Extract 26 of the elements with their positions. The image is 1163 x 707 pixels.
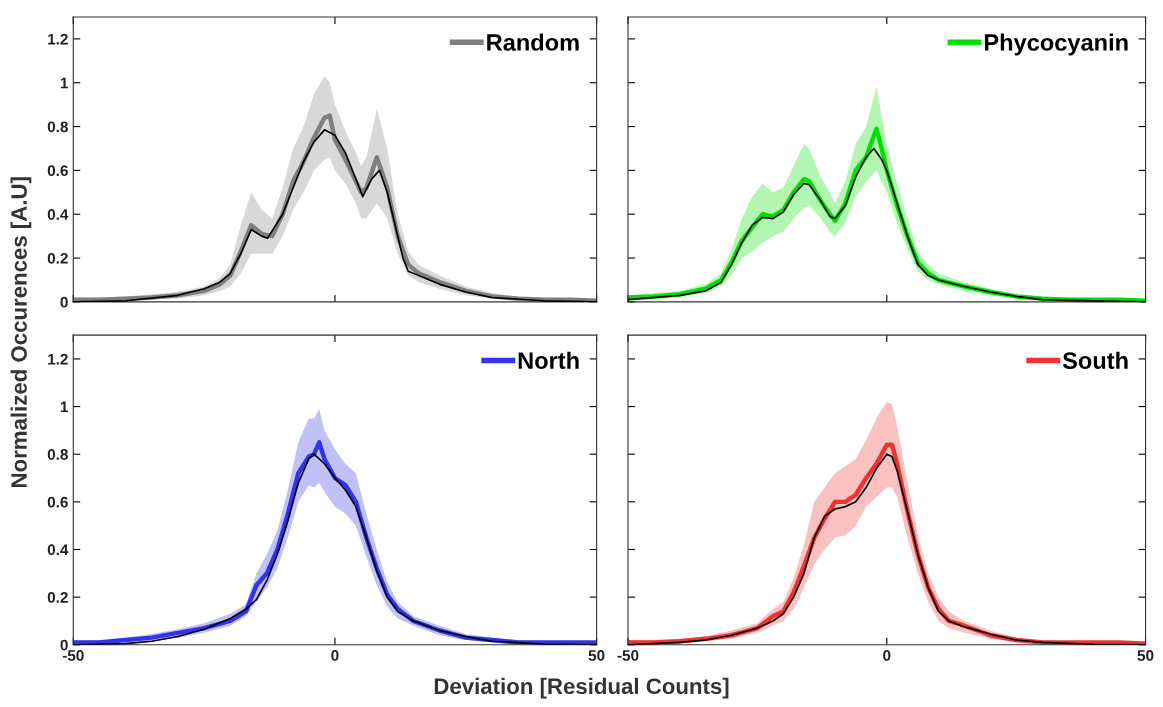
y-axis-title: Normalized Occurences [A.U] xyxy=(10,177,32,488)
legend-label: North xyxy=(518,351,579,369)
y-tick-label: 0.6 xyxy=(47,165,68,177)
legend-label: Phycocyanin xyxy=(984,33,1128,56)
x-axis-title: Deviation [Residual Counts] xyxy=(434,677,729,699)
y-tick-label: 0.2 xyxy=(47,252,68,264)
y-tick-label: 0.4 xyxy=(47,209,69,220)
y-tick-label: 0.8 xyxy=(47,121,68,133)
y-tick-label: 0.2 xyxy=(47,592,68,603)
y-tick-label: 0.4 xyxy=(47,544,69,556)
x-tick-label: -50 xyxy=(62,650,84,661)
legend-label: Random xyxy=(487,33,579,51)
x-tick-label: 50 xyxy=(1137,650,1154,661)
y-tick-label: 0.6 xyxy=(47,496,68,508)
y-tick-label: 1.2 xyxy=(48,353,68,365)
y-tick-label: 0 xyxy=(60,296,68,308)
x-tick-label: 0 xyxy=(883,650,891,661)
y-tick-label: 0.8 xyxy=(47,449,68,460)
y-tick-label: 0 xyxy=(60,639,68,651)
y-tick-label: 1.2 xyxy=(48,33,68,45)
x-tick-label: 0 xyxy=(331,650,339,661)
x-tick-label: -50 xyxy=(617,650,639,661)
y-tick-label: 1 xyxy=(60,401,68,413)
x-tick-label: 50 xyxy=(588,650,605,661)
y-tick-label: 1 xyxy=(60,77,68,89)
legend-label: South xyxy=(1062,351,1128,369)
